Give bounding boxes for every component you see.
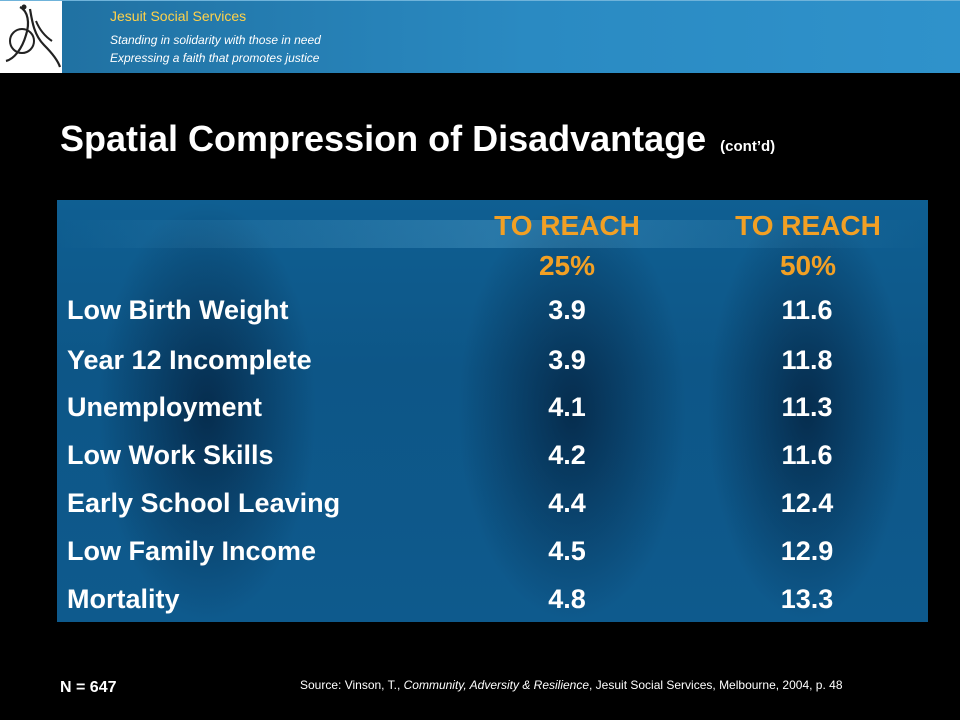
row-label: Low Family Income [67,536,317,566]
title-subtitle: (cont’d) [720,138,776,155]
cell-reach-25: 4.8 [548,584,586,614]
sample-size-note: N = 647 [60,679,117,696]
row-label: Early School Leaving [67,488,341,518]
title-text: Spatial Compression of Disadvantage [60,118,707,159]
org-name: Jesuit Social Services [110,8,247,24]
row-label: Low Birth Weight [67,295,289,325]
cell-reach-50: 11.6 [781,440,833,470]
row-label: Mortality [67,584,180,614]
jss-logo [0,1,62,73]
column-header-reach-50-line2: 50% [779,250,837,281]
header-bar: Jesuit Social Services Standing in solid… [0,0,960,73]
cell-reach-25: 4.4 [548,488,586,518]
jss-logo-mark [5,4,62,68]
tagline-solidarity: Standing in solidarity with those in nee… [110,33,321,47]
row-label: Year 12 Incomplete [67,345,312,375]
tagline-justice: Expressing a faith that promotes justice [110,51,320,65]
cell-reach-50: 12.9 [780,536,834,566]
column-header-reach-50: TO REACH 50% [697,206,919,286]
source-prefix: Source: Vinson, T., [300,678,404,692]
row-label: Unemployment [67,392,263,422]
column-header-reach-25: TO REACH 25% [437,206,697,286]
page-title: Spatial Compression of Disadvantage (con… [60,118,775,160]
panel-glow-left [97,200,317,622]
cell-reach-50: 11.8 [781,345,833,375]
cell-reach-50: 11.6 [781,295,833,325]
source-citation: Source: Vinson, T., Community, Adversity… [300,678,843,692]
column-header-reach-25-line2: 25% [538,250,596,281]
cell-reach-50: 12.4 [780,488,834,518]
cell-reach-50: 11.3 [781,392,833,422]
source-suffix: , Jesuit Social Services, Melbourne, 200… [589,678,843,692]
panel-stripe-top [57,220,928,248]
cell-reach-25: 4.5 [548,536,586,566]
row-label: Low Work Skills [67,440,274,470]
cell-reach-25: 3.9 [548,345,586,375]
data-table: TO REACH 25% TO REACH 50% Low Birth Weig… [57,200,928,622]
panel-glow-right [707,200,907,622]
panel-glow-center [457,200,687,622]
column-header-reach-25-line1: TO REACH [494,210,640,241]
source-title: Community, Adversity & Resilience [403,678,590,692]
cell-reach-25: 3.9 [548,295,586,325]
cell-reach-25: 4.1 [548,392,586,422]
column-header-reach-50-line1: TO REACH [735,210,881,241]
cell-reach-25: 4.2 [548,440,586,470]
cell-reach-50: 13.3 [780,584,834,614]
